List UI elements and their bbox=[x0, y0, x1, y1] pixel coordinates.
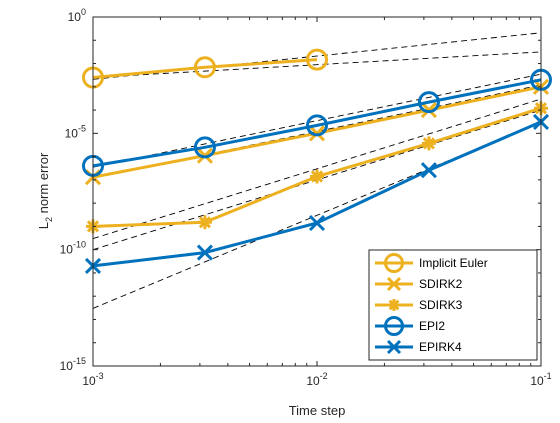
legend: Implicit Euler SDIRK2 SDIRK3 EPI2 EPIRK4 bbox=[368, 249, 538, 361]
legend-label-sdirk3: SDIRK3 bbox=[419, 298, 463, 312]
series-line-epi2 bbox=[92, 78, 542, 168]
legend-label-implicit-euler: Implicit Euler bbox=[419, 256, 488, 270]
legend-entry-sdirk3: SDIRK3 bbox=[375, 298, 463, 312]
data-point-sdirk3-2 bbox=[197, 215, 212, 230]
y-tick-label-4: 100 bbox=[68, 7, 86, 24]
data-point-sdirk3-3 bbox=[310, 169, 324, 184]
data-point-sdirk2-4 bbox=[420, 102, 437, 119]
reference-line-1 bbox=[92, 51, 542, 78]
y-tick-label-exponent: -5 bbox=[78, 123, 86, 133]
data-point-epi2-4 bbox=[417, 91, 440, 114]
x-tick-label-base: 10 bbox=[530, 374, 544, 388]
y-tick-label-exponent: -10 bbox=[73, 240, 86, 250]
x-tick-label-base: 10 bbox=[306, 374, 320, 388]
data-point-sdirk2-3 bbox=[308, 125, 326, 142]
legend-entry-epirk4: EPIRK4 bbox=[375, 339, 462, 355]
reference-line-6 bbox=[92, 98, 542, 240]
y-axis-label-main: L bbox=[36, 222, 51, 229]
legend-marker-epirk4 bbox=[386, 339, 402, 355]
data-point-epirk4-4 bbox=[420, 162, 437, 179]
y-tick-label-exponent: 0 bbox=[81, 7, 86, 17]
data-point-epi2-2 bbox=[193, 136, 216, 159]
y-axis-label-rest: norm error bbox=[36, 152, 51, 217]
y-tick-label-base: 10 bbox=[60, 243, 74, 257]
x-tick-label-exponent: -2 bbox=[320, 371, 328, 381]
axes bbox=[92, 16, 542, 367]
x-tick-label-exponent: -3 bbox=[96, 371, 104, 381]
legend-label-epirk4: EPIRK4 bbox=[419, 340, 462, 354]
legend-entry-epi2: EPI2 bbox=[375, 316, 445, 336]
y-tick-label-base: 10 bbox=[68, 10, 82, 24]
x-tick-label-exponent: -1 bbox=[544, 371, 552, 381]
y-tick-label-3: 10-5 bbox=[65, 123, 86, 140]
data-point-sdirk3-4 bbox=[421, 136, 436, 151]
reference-line-4 bbox=[92, 73, 542, 168]
legend-label-sdirk2: SDIRK2 bbox=[419, 277, 463, 291]
y-tick-label-base: 10 bbox=[65, 126, 79, 140]
series-line-implicit-euler bbox=[92, 58, 318, 79]
y-tick-label-base: 10 bbox=[60, 359, 74, 373]
data-point-epi2-3 bbox=[306, 114, 328, 137]
y-tick-label-2: 10-10 bbox=[60, 240, 86, 257]
x-tick-label-3: 10-1 bbox=[530, 371, 551, 388]
y-axis-label-subscript: 2 bbox=[44, 217, 54, 222]
legend-marker-epi2 bbox=[384, 316, 404, 336]
data-point-epirk4-3 bbox=[308, 214, 326, 232]
x-axis-label: Time step bbox=[289, 403, 346, 418]
x-tick-label-1: 10-3 bbox=[82, 371, 103, 388]
legend-items: Implicit Euler SDIRK2 SDIRK3 EPI2 EPIRK4 bbox=[375, 253, 488, 355]
data-point-epirk4-2 bbox=[196, 244, 213, 261]
reference-line-3 bbox=[92, 84, 542, 179]
legend-marker-sdirk2 bbox=[386, 276, 402, 292]
x-tick-label-base: 10 bbox=[82, 374, 96, 388]
y-tick-label-1: 10-15 bbox=[60, 356, 86, 373]
y-tick-label-exponent: -15 bbox=[73, 356, 86, 366]
data-point-implicit-euler-2 bbox=[193, 56, 216, 79]
legend-entry-sdirk2: SDIRK2 bbox=[375, 276, 463, 292]
legend-marker-sdirk3 bbox=[388, 299, 400, 311]
data-point-implicit-euler-3 bbox=[306, 48, 328, 71]
legend-entry-implicit-euler: Implicit Euler bbox=[375, 253, 488, 273]
x-tick-label-2: 10-2 bbox=[306, 371, 327, 388]
y-axis-label: L2 norm error bbox=[36, 152, 54, 229]
legend-label-epi2: EPI2 bbox=[419, 319, 445, 333]
legend-marker-implicit-euler bbox=[384, 253, 404, 273]
